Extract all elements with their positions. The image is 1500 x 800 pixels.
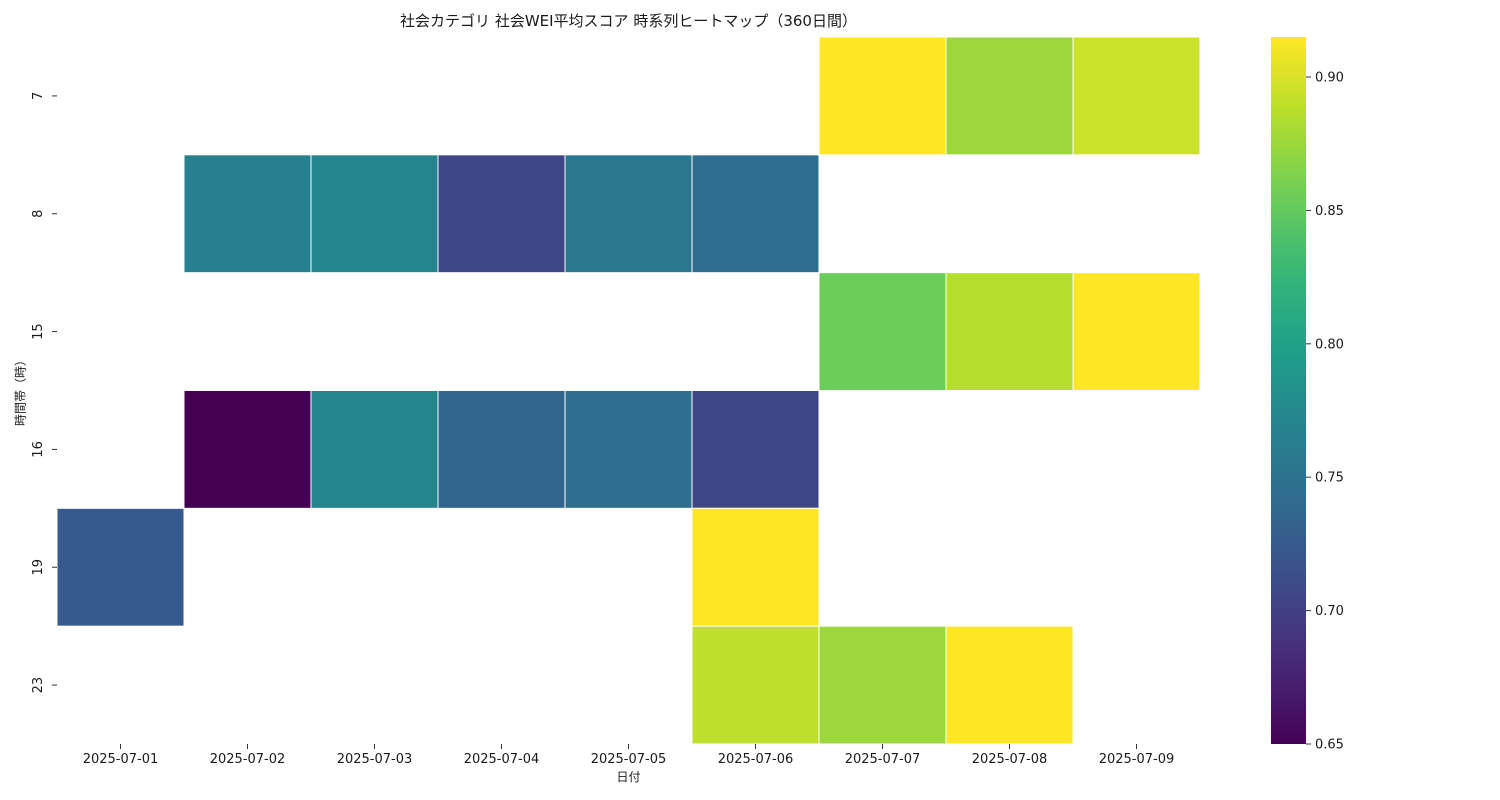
heatmap-cell: [310, 154, 439, 274]
x-axis-label: 日付: [616, 770, 641, 784]
heatmap-cell: [691, 625, 820, 745]
heatmap-cell: [56, 507, 185, 627]
colorbar-tick-label: 0.75: [1315, 471, 1344, 486]
colorbar-tick-label: 0.65: [1315, 738, 1344, 753]
heatmap-cell: [818, 36, 947, 156]
heatmap-cell: [437, 390, 566, 509]
x-tick-label: 2025-07-04: [464, 752, 540, 767]
heatmap-cell: [564, 154, 693, 274]
x-tick-label: 2025-07-02: [210, 752, 286, 767]
colorbar-tick-label: 0.80: [1315, 337, 1344, 352]
chart-title: 社会カテゴリ 社会WEI平均スコア 時系列ヒートマップ（360日間）: [400, 12, 857, 30]
y-tick-label: 23: [31, 677, 46, 694]
y-tick-label: 19: [31, 559, 46, 576]
heatmap-cell: [691, 390, 820, 509]
colorbar: [1271, 37, 1306, 744]
y-tick-label: 8: [31, 210, 46, 218]
heatmap-cell: [691, 154, 820, 274]
x-tick-label: 2025-07-01: [83, 752, 159, 767]
y-tick-label: 7: [31, 92, 46, 100]
heatmap-cell: [437, 154, 566, 274]
y-tick-label: 15: [31, 323, 46, 340]
y-axis-label: 時間帯（時）: [13, 353, 28, 427]
colorbar-tick-label: 0.70: [1315, 604, 1344, 619]
heatmap-cell: [691, 507, 820, 627]
heatmap-cell: [310, 390, 439, 509]
heatmap-cell: [1072, 272, 1201, 391]
heatmap-cell: [945, 625, 1074, 745]
heatmap-cell: [1072, 36, 1201, 156]
x-tick-label: 2025-07-09: [1099, 752, 1175, 767]
heatmap-cell: [818, 625, 947, 745]
x-tick-label: 2025-07-06: [718, 752, 794, 767]
colorbar-tick-label: 0.90: [1315, 71, 1344, 86]
colorbar-tick-label: 0.85: [1315, 204, 1344, 219]
x-tick-label: 2025-07-05: [591, 752, 667, 767]
heatmap-cell: [818, 272, 947, 391]
x-tick-label: 2025-07-08: [972, 752, 1048, 767]
heatmap-cell: [564, 390, 693, 509]
x-tick-label: 2025-07-07: [845, 752, 921, 767]
heatmap-cell: [945, 272, 1074, 391]
y-tick-label: 16: [31, 441, 46, 458]
x-tick-label: 2025-07-03: [337, 752, 413, 767]
heatmap-cell: [183, 390, 312, 509]
heatmap-cell: [183, 154, 312, 274]
heatmap-cell: [945, 36, 1074, 156]
